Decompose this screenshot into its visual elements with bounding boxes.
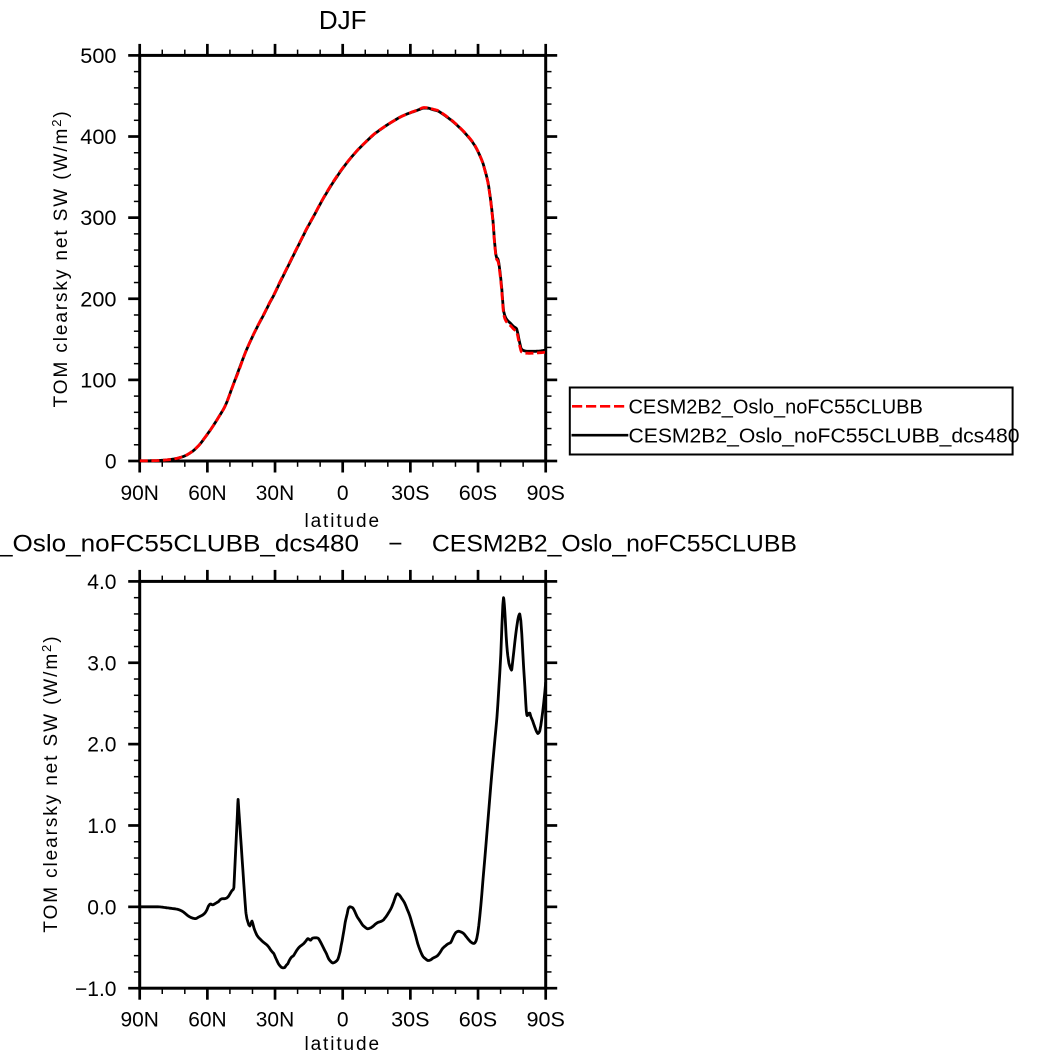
svg-text:30S: 30S <box>391 1009 429 1032</box>
svg-text:90N: 90N <box>121 1009 159 1032</box>
svg-text:DJF: DJF <box>319 5 367 35</box>
svg-text:90N: 90N <box>121 482 159 505</box>
svg-text:60S: 60S <box>459 1009 497 1032</box>
svg-text:3.0: 3.0 <box>87 652 116 675</box>
svg-text:100: 100 <box>80 370 116 393</box>
svg-text:−: − <box>388 531 402 558</box>
svg-text:30N: 30N <box>256 1009 294 1032</box>
svg-text:500: 500 <box>80 45 116 68</box>
svg-text:300: 300 <box>80 207 116 230</box>
svg-text:0.0: 0.0 <box>87 896 116 919</box>
svg-text:CESM2B2_Oslo_noFC55CLUBB_dcs48: CESM2B2_Oslo_noFC55CLUBB_dcs480 <box>629 425 1020 447</box>
svg-text:30N: 30N <box>256 482 294 505</box>
svg-text:1.0: 1.0 <box>87 815 116 838</box>
svg-text:2.0: 2.0 <box>87 734 116 757</box>
svg-text:90S: 90S <box>527 482 565 505</box>
svg-text:60N: 60N <box>188 1009 226 1032</box>
svg-text:0: 0 <box>337 1009 349 1032</box>
svg-text:90S: 90S <box>527 1009 565 1032</box>
svg-text:4.0: 4.0 <box>87 571 116 594</box>
svg-text:latitude: latitude <box>304 511 380 532</box>
svg-text:−1.0: −1.0 <box>75 978 116 1001</box>
svg-text:TOM clearsky net SW (W/m2): TOM clearsky net SW (W/m2) <box>39 635 62 933</box>
svg-text:TOM clearsky net SW (W/m2): TOM clearsky net SW (W/m2) <box>49 109 72 407</box>
svg-text:60S: 60S <box>459 482 497 505</box>
svg-text:CESM2B2_Oslo_noFC55CLUBB: CESM2B2_Oslo_noFC55CLUBB <box>629 396 923 418</box>
svg-text:400: 400 <box>80 126 116 149</box>
svg-text:_Oslo_noFC55CLUBB_dcs480: _Oslo_noFC55CLUBB_dcs480 <box>0 531 359 558</box>
svg-text:0: 0 <box>105 451 117 474</box>
svg-text:0: 0 <box>337 482 349 505</box>
svg-text:60N: 60N <box>188 482 226 505</box>
svg-text:CESM2B2_Oslo_noFC55CLUBB: CESM2B2_Oslo_noFC55CLUBB <box>432 531 797 558</box>
svg-text:200: 200 <box>80 288 116 311</box>
svg-text:latitude: latitude <box>304 1034 380 1055</box>
svg-text:30S: 30S <box>391 482 429 505</box>
